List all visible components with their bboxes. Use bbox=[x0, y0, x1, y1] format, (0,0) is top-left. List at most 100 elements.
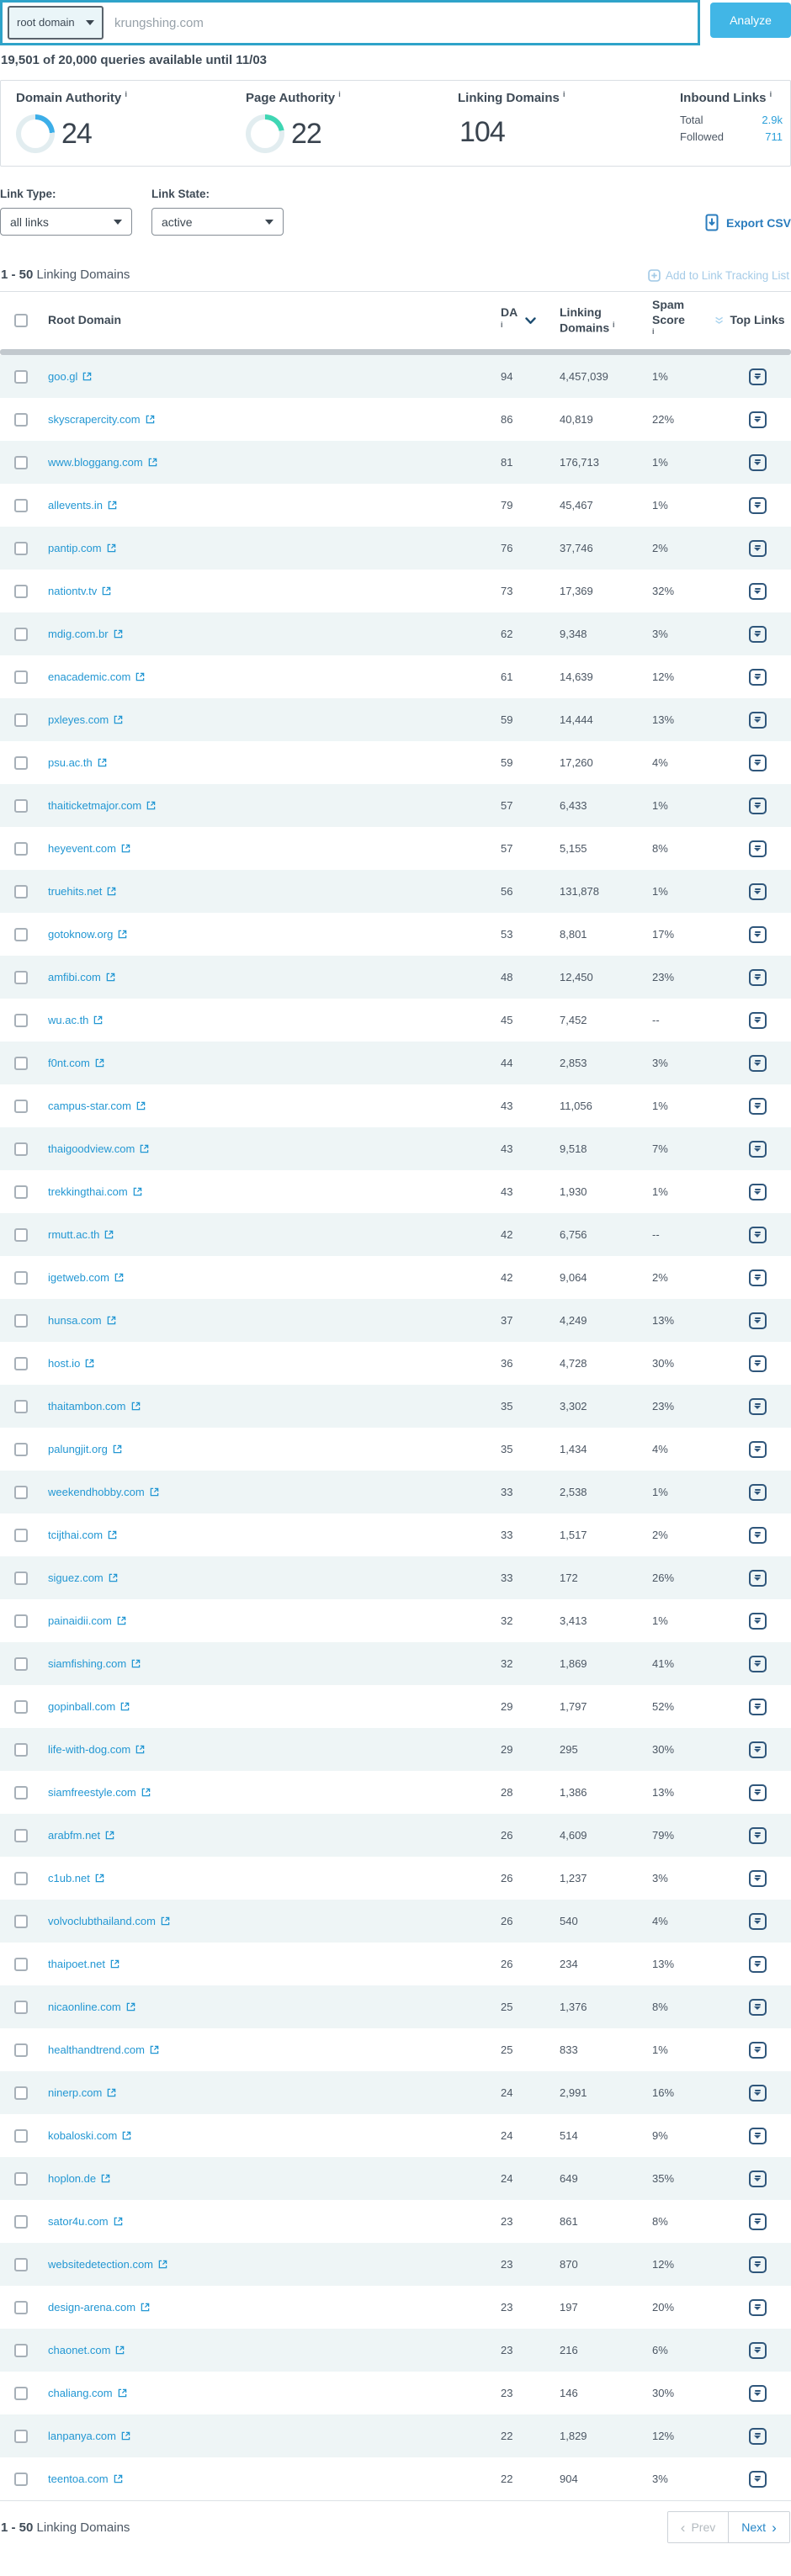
domain-link[interactable]: amfibi.com bbox=[48, 971, 115, 983]
row-checkbox[interactable] bbox=[14, 1571, 28, 1585]
domain-link[interactable]: goo.gl bbox=[48, 370, 92, 383]
domain-link[interactable]: websitedetection.com bbox=[48, 2258, 167, 2271]
top-links-button[interactable] bbox=[748, 1269, 767, 1286]
inbound-total-value[interactable]: 2.9k bbox=[762, 114, 783, 126]
top-links-button[interactable] bbox=[748, 2127, 767, 2144]
domain-link[interactable]: ninerp.com bbox=[48, 2086, 116, 2099]
top-links-button[interactable] bbox=[748, 1826, 767, 1844]
row-checkbox[interactable] bbox=[14, 1656, 28, 1671]
top-links-button[interactable] bbox=[748, 1354, 767, 1372]
row-checkbox[interactable] bbox=[14, 2257, 28, 2271]
row-checkbox[interactable] bbox=[14, 2043, 28, 2057]
domain-link[interactable]: pantip.com bbox=[48, 542, 116, 554]
domain-link[interactable]: arabfm.net bbox=[48, 1829, 114, 1842]
row-checkbox[interactable] bbox=[14, 1399, 28, 1413]
row-checkbox[interactable] bbox=[14, 1270, 28, 1285]
row-checkbox[interactable] bbox=[14, 970, 28, 984]
domain-link[interactable]: sator4u.com bbox=[48, 2215, 123, 2228]
row-checkbox[interactable] bbox=[14, 2128, 28, 2143]
domain-link[interactable]: f0nt.com bbox=[48, 1057, 104, 1069]
domain-link[interactable]: chaliang.com bbox=[48, 2387, 127, 2399]
row-checkbox[interactable] bbox=[14, 1957, 28, 1971]
row-checkbox[interactable] bbox=[14, 1914, 28, 1928]
sort-descending-icon[interactable] bbox=[525, 316, 536, 325]
row-checkbox[interactable] bbox=[14, 455, 28, 469]
add-to-tracking-button[interactable]: Add to Link Tracking List bbox=[648, 269, 789, 282]
top-links-button[interactable] bbox=[748, 1869, 767, 1887]
row-checkbox[interactable] bbox=[14, 1099, 28, 1113]
top-links-button[interactable] bbox=[748, 368, 767, 385]
row-checkbox[interactable] bbox=[14, 841, 28, 856]
domain-link[interactable]: pxleyes.com bbox=[48, 713, 123, 726]
top-links-button[interactable] bbox=[748, 411, 767, 428]
top-links-button[interactable] bbox=[748, 2384, 767, 2402]
top-links-button[interactable] bbox=[748, 1998, 767, 2016]
domain-link[interactable]: hoplon.de bbox=[48, 2172, 110, 2185]
top-links-button[interactable] bbox=[748, 711, 767, 729]
next-page-button[interactable]: Next › bbox=[729, 2512, 789, 2542]
prev-page-button[interactable]: ‹ Prev bbox=[668, 2512, 729, 2542]
domain-link[interactable]: chaonet.com bbox=[48, 2344, 125, 2356]
analyze-button[interactable]: Analyze bbox=[710, 3, 791, 38]
domain-link[interactable]: igetweb.com bbox=[48, 1271, 124, 1284]
row-checkbox[interactable] bbox=[14, 2000, 28, 2014]
row-checkbox[interactable] bbox=[14, 2343, 28, 2357]
top-links-button[interactable] bbox=[748, 1226, 767, 1243]
top-links-button[interactable] bbox=[748, 968, 767, 986]
domain-link[interactable]: teentoa.com bbox=[48, 2473, 123, 2485]
top-links-button[interactable] bbox=[748, 2255, 767, 2273]
domain-link[interactable]: gotoknow.org bbox=[48, 928, 127, 941]
horizontal-scrollbar[interactable] bbox=[0, 349, 791, 355]
domain-link[interactable]: thaipoet.net bbox=[48, 1958, 119, 1970]
info-icon[interactable]: i bbox=[338, 90, 341, 98]
domain-link[interactable]: healthandtrend.com bbox=[48, 2043, 159, 2056]
domain-link[interactable]: hunsa.com bbox=[48, 1314, 116, 1327]
domain-link[interactable]: volvoclubthailand.com bbox=[48, 1915, 170, 1927]
top-links-button[interactable] bbox=[748, 625, 767, 643]
top-links-button[interactable] bbox=[748, 1698, 767, 1715]
row-checkbox[interactable] bbox=[14, 1142, 28, 1156]
info-icon[interactable]: i bbox=[769, 90, 772, 98]
row-checkbox[interactable] bbox=[14, 1227, 28, 1242]
row-checkbox[interactable] bbox=[14, 1442, 28, 1456]
domain-link[interactable]: psu.ac.th bbox=[48, 756, 107, 769]
top-links-button[interactable] bbox=[748, 1912, 767, 1930]
domain-link[interactable]: wu.ac.th bbox=[48, 1014, 103, 1026]
info-icon[interactable]: i bbox=[125, 90, 127, 98]
domain-link[interactable]: kobaloski.com bbox=[48, 2129, 131, 2142]
column-spam-score[interactable]: Spam Score i bbox=[652, 298, 685, 337]
row-checkbox[interactable] bbox=[14, 1013, 28, 1027]
top-links-button[interactable] bbox=[748, 1655, 767, 1672]
row-checkbox[interactable] bbox=[14, 498, 28, 512]
top-links-button[interactable] bbox=[748, 1741, 767, 1758]
link-type-dropdown[interactable]: all links bbox=[0, 208, 132, 236]
search-input[interactable]: krungshing.com bbox=[114, 15, 204, 30]
top-links-button[interactable] bbox=[748, 1183, 767, 1201]
row-checkbox[interactable] bbox=[14, 1614, 28, 1628]
top-links-button[interactable] bbox=[748, 1312, 767, 1329]
row-checkbox[interactable] bbox=[14, 1485, 28, 1499]
domain-link[interactable]: design-arena.com bbox=[48, 2301, 150, 2314]
top-links-button[interactable] bbox=[748, 2470, 767, 2488]
row-checkbox[interactable] bbox=[14, 1785, 28, 1799]
column-linking-domains[interactable]: Linking Domains i bbox=[560, 305, 615, 335]
link-state-dropdown[interactable]: active bbox=[151, 208, 284, 236]
domain-link[interactable]: painaidii.com bbox=[48, 1614, 126, 1627]
search-scope-dropdown[interactable]: root domain bbox=[8, 6, 104, 40]
export-csv-button[interactable]: Export CSV bbox=[703, 214, 791, 236]
top-links-button[interactable] bbox=[748, 754, 767, 771]
domain-link[interactable]: c1ub.net bbox=[48, 1872, 104, 1884]
row-checkbox[interactable] bbox=[14, 2429, 28, 2443]
domain-link[interactable]: siguez.com bbox=[48, 1572, 118, 1584]
top-links-button[interactable] bbox=[748, 1526, 767, 1544]
domain-link[interactable]: allevents.in bbox=[48, 499, 117, 511]
inbound-followed-value[interactable]: 711 bbox=[765, 130, 783, 143]
domain-link[interactable]: trekkingthai.com bbox=[48, 1185, 142, 1198]
row-checkbox[interactable] bbox=[14, 1828, 28, 1842]
row-checkbox[interactable] bbox=[14, 2472, 28, 2486]
domain-link[interactable]: enacademic.com bbox=[48, 671, 145, 683]
domain-link[interactable]: tcijthai.com bbox=[48, 1529, 117, 1541]
top-links-button[interactable] bbox=[748, 453, 767, 471]
row-checkbox[interactable] bbox=[14, 541, 28, 555]
row-checkbox[interactable] bbox=[14, 670, 28, 684]
